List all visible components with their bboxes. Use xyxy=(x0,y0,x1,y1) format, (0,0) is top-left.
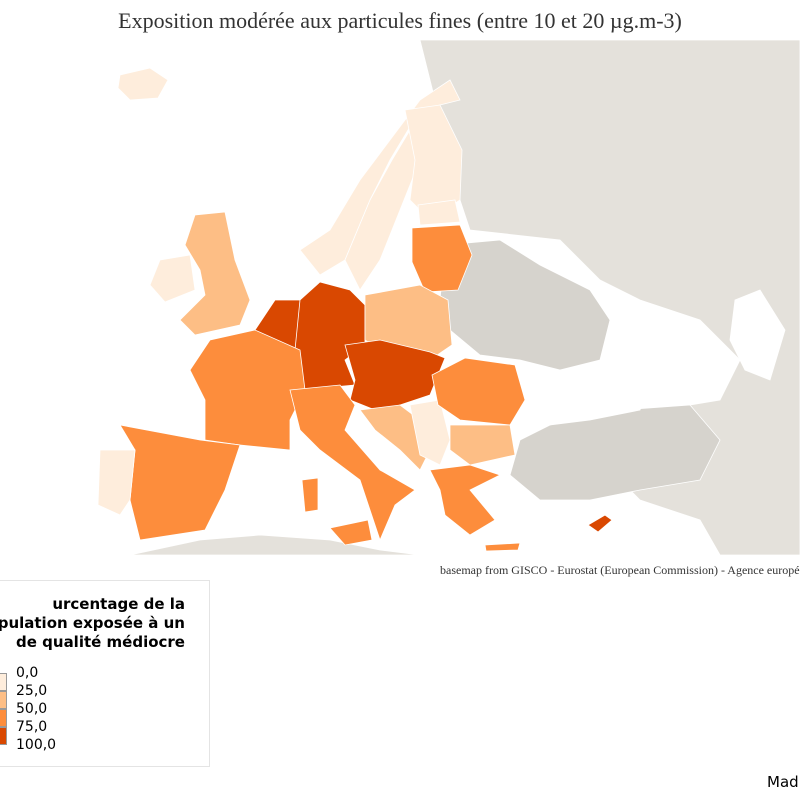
legend-title: urcentage de la pulation exposée à un de… xyxy=(0,595,209,652)
legend-swatch xyxy=(0,727,7,745)
country-italy xyxy=(289,384,416,542)
black-sea xyxy=(524,369,646,426)
country-cyprus xyxy=(587,514,613,533)
country-france xyxy=(189,329,306,451)
legend: urcentage de la pulation exposée à un de… xyxy=(0,580,210,767)
legend-swatch xyxy=(0,691,7,709)
country-bulgaria xyxy=(449,424,516,466)
country-portugal xyxy=(97,449,136,516)
legend-swatch xyxy=(0,709,7,727)
legend-label: 100,0 xyxy=(16,737,57,753)
country-crete xyxy=(484,542,521,552)
legend-title-line: pulation exposée à un xyxy=(0,614,185,632)
country-romania xyxy=(431,357,526,426)
country-central-europe xyxy=(344,339,446,413)
country-estonia xyxy=(417,199,461,226)
region-north-africa xyxy=(129,534,421,556)
source-note: basemap from GISCO - Eurostat (European … xyxy=(440,563,800,577)
legend-label: 25,0 xyxy=(16,683,48,699)
choropleth-map xyxy=(97,40,800,556)
country-sardinia xyxy=(301,477,319,513)
caspian-sea xyxy=(729,289,786,381)
map-title: Exposition modérée aux particules fines … xyxy=(118,8,682,33)
country-baltics xyxy=(411,224,473,293)
legend-label: 0,0 xyxy=(16,665,39,681)
legend-swatch xyxy=(0,673,7,691)
legend-title-line: urcentage de la xyxy=(52,595,185,613)
country-uk xyxy=(179,211,251,336)
legend-title-line: de qualité médiocre xyxy=(16,633,185,651)
credit-text: Mad xyxy=(767,773,799,791)
country-ireland xyxy=(149,254,196,303)
legend-label: 75,0 xyxy=(16,719,48,735)
country-iceland xyxy=(117,67,169,101)
legend-label: 50,0 xyxy=(16,701,48,717)
country-sicily xyxy=(329,519,373,546)
country-balkans-west xyxy=(359,404,431,471)
country-serbia xyxy=(409,399,451,466)
country-greece xyxy=(429,464,502,536)
